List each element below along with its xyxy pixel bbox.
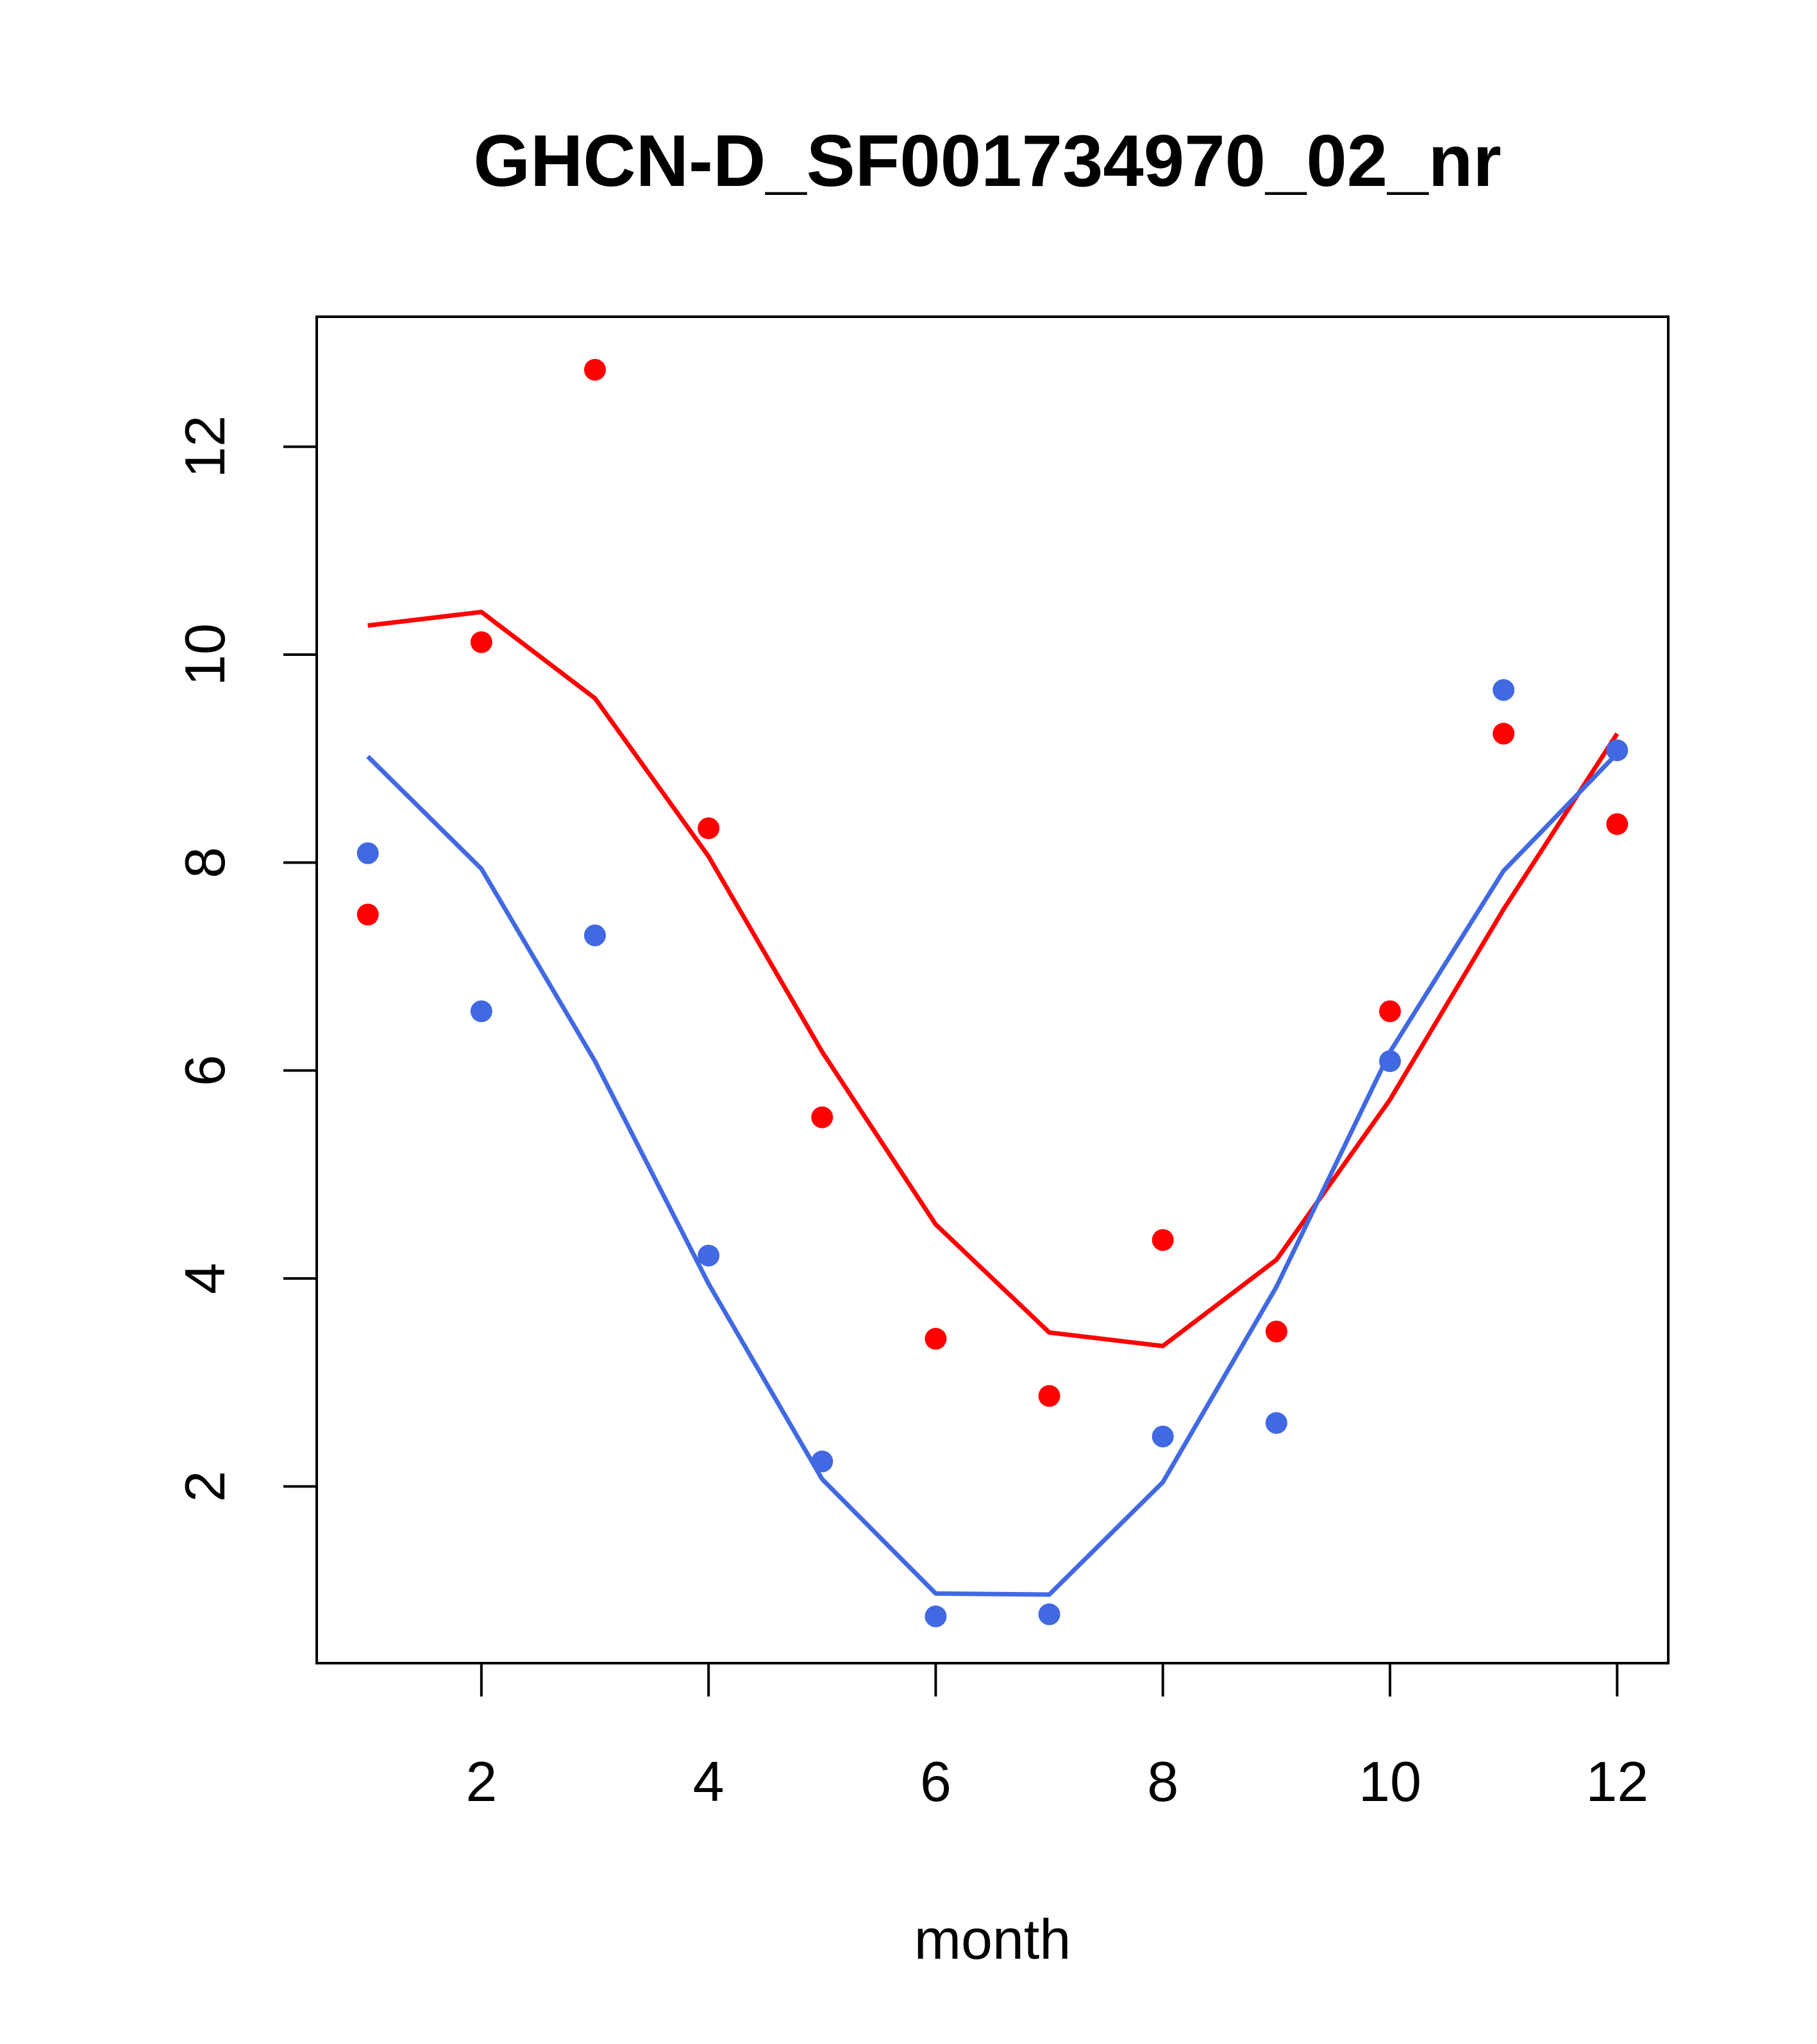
series-0 xyxy=(356,358,1629,1407)
x-tick-label-2: 6 xyxy=(920,1750,951,1813)
series-1-point-7 xyxy=(1151,1425,1174,1448)
series-0-point-10 xyxy=(1493,723,1515,745)
series-1-point-0 xyxy=(356,842,379,864)
series-0-point-2 xyxy=(584,358,606,381)
x-tick-label-3: 8 xyxy=(1147,1750,1178,1813)
series-0-point-7 xyxy=(1151,1229,1174,1251)
x-axis-label: month xyxy=(914,1907,1071,1971)
y-axis: 2 4 6 8 10 12 xyxy=(173,415,317,1502)
series-0-point-8 xyxy=(1265,1320,1287,1343)
x-axis: 2 4 6 8 10 12 xyxy=(465,1663,1648,1813)
series-1-point-5 xyxy=(925,1605,947,1628)
series-1-point-3 xyxy=(698,1244,720,1267)
series-0-point-4 xyxy=(811,1106,833,1128)
series-1-point-2 xyxy=(584,924,606,946)
series-1-line xyxy=(366,751,1619,1597)
y-tick-label-1: 4 xyxy=(173,1263,237,1294)
series-0-point-3 xyxy=(698,817,720,839)
series-0-point-0 xyxy=(356,903,379,926)
chart-title: GHCN-D_SF001734970_02_nr xyxy=(473,121,1501,202)
series-0-point-9 xyxy=(1379,1000,1401,1023)
series-1-point-9 xyxy=(1379,1050,1401,1073)
series-1-point-10 xyxy=(1493,679,1515,701)
y-tick-label-0: 2 xyxy=(173,1471,237,1502)
series-layer xyxy=(356,358,1629,1628)
series-1-point-4 xyxy=(811,1450,833,1473)
y-tick-label-4: 10 xyxy=(173,623,237,686)
x-tick-label-1: 4 xyxy=(693,1750,724,1813)
plot-frame xyxy=(315,315,1670,1664)
x-tick-label-0: 2 xyxy=(465,1750,497,1813)
series-0-point-1 xyxy=(470,631,492,653)
y-tick-label-3: 8 xyxy=(173,847,237,878)
series-0-line xyxy=(367,610,1620,1348)
series-1-point-11 xyxy=(1606,739,1629,762)
x-tick-label-4: 10 xyxy=(1359,1750,1421,1813)
x-tick-label-5: 12 xyxy=(1586,1750,1648,1813)
series-1-point-6 xyxy=(1038,1603,1060,1625)
y-tick-label-5: 12 xyxy=(173,415,237,478)
y-tick-label-2: 6 xyxy=(173,1055,237,1086)
series-1-point-8 xyxy=(1265,1412,1287,1434)
series-0-point-11 xyxy=(1606,813,1629,835)
series-1 xyxy=(356,679,1629,1628)
series-0-point-6 xyxy=(1038,1385,1060,1407)
series-1-point-1 xyxy=(470,1000,492,1023)
series-0-point-5 xyxy=(925,1328,947,1350)
